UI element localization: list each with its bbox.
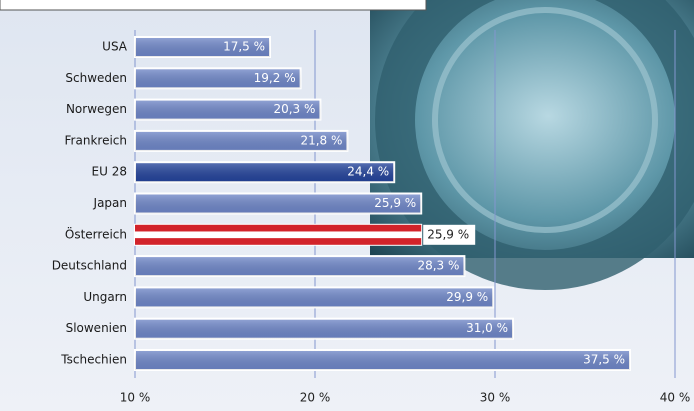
bar (134, 67, 302, 90)
category-label: Schweden (65, 71, 127, 85)
value-label: 20,3 % (273, 102, 315, 116)
bar-stripe (135, 238, 422, 245)
bar-stripe (135, 224, 422, 232)
category-label: Norwegen (66, 102, 127, 116)
bar (134, 286, 495, 309)
bar-shade (135, 350, 630, 370)
bar-shade (135, 287, 494, 308)
value-label: 31,0 % (466, 321, 508, 335)
bar-shade (135, 162, 395, 183)
category-label: USA (102, 40, 128, 54)
bar (134, 255, 466, 278)
category-label: Slowenien (66, 321, 127, 335)
value-label: 37,5 % (583, 353, 625, 367)
bar-shade (135, 37, 270, 57)
category-label: Tschechien (60, 353, 127, 367)
bar (134, 98, 322, 121)
category-label: Japan (93, 196, 127, 210)
bar-shade (135, 68, 301, 89)
category-label: Ungarn (83, 290, 127, 304)
category-label: Österreich (65, 225, 127, 241)
value-label: 25,9 % (374, 196, 416, 210)
photo (370, 0, 694, 290)
bar-shade (135, 193, 422, 214)
category-label: EU 28 (92, 165, 127, 179)
bar-shade (135, 130, 348, 151)
bar-shade (135, 256, 465, 277)
x-tick-label: 20 % (300, 391, 331, 405)
bar (134, 161, 396, 184)
bar (134, 223, 423, 246)
value-label: 25,9 % (427, 227, 469, 241)
bar-shade (135, 318, 513, 339)
value-label: 29,9 % (446, 290, 488, 304)
value-label: 24,4 % (347, 165, 389, 179)
x-tick-label: 10 % (120, 391, 151, 405)
bar (134, 129, 349, 152)
bar (134, 36, 271, 58)
x-tick-label: 30 % (480, 391, 511, 405)
header-box (0, 0, 427, 11)
x-tick-label: 40 % (660, 391, 691, 405)
value-label: 19,2 % (254, 71, 296, 85)
value-label-box (423, 224, 476, 245)
bar (134, 317, 514, 340)
value-label: 21,8 % (300, 133, 342, 147)
bar-shade (135, 99, 321, 120)
category-label: Deutschland (52, 259, 127, 273)
category-label: Frankreich (65, 133, 127, 147)
value-label: 28,3 % (417, 259, 459, 273)
value-label: 17,5 % (223, 40, 265, 54)
bar (134, 349, 631, 371)
bar (134, 192, 423, 215)
